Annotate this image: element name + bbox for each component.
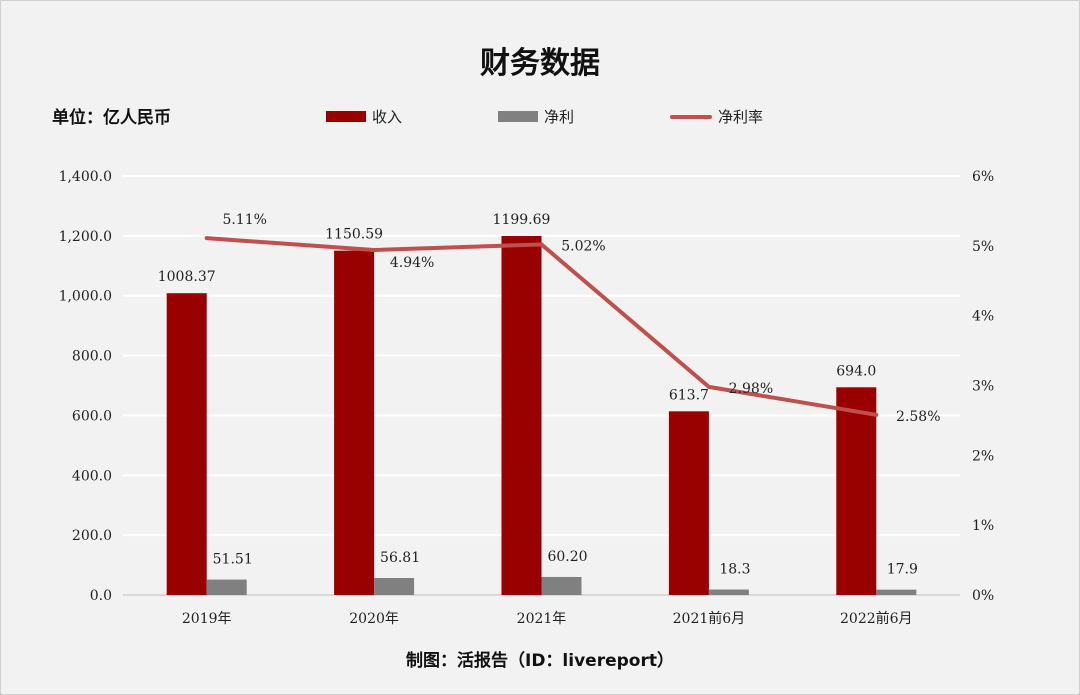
revenue-bar bbox=[836, 387, 877, 595]
legend-swatch bbox=[670, 114, 712, 119]
y-left-tick-label: 1,000.0 bbox=[59, 289, 112, 305]
net-profit-bar bbox=[206, 579, 247, 595]
x-tick-label: 2021前6月 bbox=[673, 610, 746, 627]
legend-swatch bbox=[498, 111, 538, 122]
net-margin-point bbox=[706, 384, 711, 389]
net-margin-data-label: 5.11% bbox=[222, 212, 266, 228]
net-profit-data-label: 17.9 bbox=[887, 562, 918, 578]
net-profit-data-label: 51.51 bbox=[213, 552, 253, 568]
y-right-tick-label: 3% bbox=[972, 379, 994, 395]
legend-label: 净利率 bbox=[718, 108, 764, 126]
revenue-data-label: 694.0 bbox=[836, 363, 876, 379]
net-margin-data-label: 5.02% bbox=[561, 238, 605, 254]
net-margin-point bbox=[372, 248, 377, 253]
net-profit-bar bbox=[708, 589, 749, 595]
net-margin-point bbox=[539, 242, 544, 247]
y-left-tick-label: 1,200.0 bbox=[59, 229, 112, 245]
revenue-bar bbox=[501, 235, 542, 595]
legend-net-margin: 净利率 bbox=[670, 106, 763, 127]
y-right-tick-label: 1% bbox=[972, 518, 994, 534]
chart-title: 财务数据 bbox=[480, 46, 600, 81]
x-tick-label: 2019年 bbox=[182, 611, 232, 627]
net-margin-point bbox=[204, 236, 209, 241]
revenue-bar bbox=[166, 293, 207, 595]
legend-label: 净利 bbox=[544, 108, 575, 126]
net-profit-data-label: 60.20 bbox=[547, 549, 587, 565]
y-right-tick-label: 4% bbox=[972, 309, 994, 325]
legend-label: 收入 bbox=[372, 108, 403, 126]
net-profit-bar bbox=[541, 576, 582, 595]
legend-net-profit: 净利 bbox=[498, 106, 574, 127]
chart-credit: 制图：活报告（ID：livereport） bbox=[406, 651, 674, 671]
net-profit-bar bbox=[876, 589, 917, 595]
y-right-tick-label: 6% bbox=[972, 169, 994, 185]
y-left-tick-label: 1,400.0 bbox=[59, 169, 112, 185]
net-profit-bar bbox=[374, 577, 415, 595]
legend-revenue: 收入 bbox=[326, 106, 402, 127]
y-right-tick-label: 5% bbox=[972, 239, 994, 255]
y-left-tick-label: 0.0 bbox=[90, 588, 112, 604]
net-profit-data-label: 18.3 bbox=[719, 562, 750, 578]
y-right-tick-label: 0% bbox=[972, 588, 994, 604]
y-left-tick-label: 400.0 bbox=[72, 468, 112, 484]
revenue-data-label: 1199.69 bbox=[493, 212, 551, 228]
y-left-tick-label: 600.0 bbox=[72, 408, 112, 424]
net-margin-point bbox=[874, 412, 879, 417]
net-profit-data-label: 56.81 bbox=[380, 550, 420, 566]
net-margin-data-label: 2.98% bbox=[729, 381, 773, 397]
y-left-tick-label: 200.0 bbox=[72, 528, 112, 544]
x-tick-label: 2022前6月 bbox=[840, 610, 913, 627]
revenue-data-label: 1008.37 bbox=[158, 269, 216, 285]
revenue-bar bbox=[668, 411, 709, 595]
revenue-bar bbox=[334, 250, 375, 596]
unit-label: 单位：亿人民币 bbox=[52, 108, 171, 128]
net-margin-data-label: 2.58% bbox=[896, 409, 940, 425]
revenue-data-label: 1150.59 bbox=[325, 227, 383, 243]
x-tick-label: 2020年 bbox=[349, 611, 399, 627]
legend-swatch bbox=[326, 111, 366, 122]
y-right-tick-label: 2% bbox=[972, 448, 994, 464]
x-tick-label: 2021年 bbox=[517, 611, 567, 627]
net-margin-data-label: 4.94% bbox=[390, 255, 434, 271]
revenue-data-label: 613.7 bbox=[669, 387, 709, 403]
y-left-tick-label: 800.0 bbox=[72, 349, 112, 365]
